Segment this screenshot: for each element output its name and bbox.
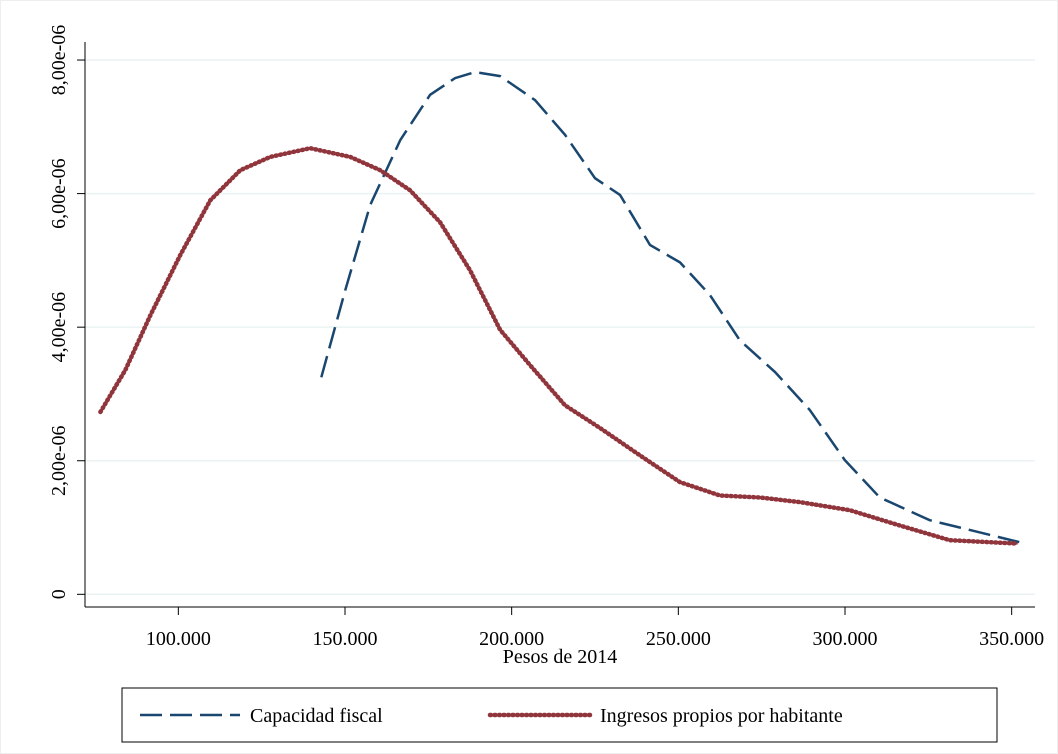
x-tick-label: 150.000 [313,628,378,650]
y-tick-label: 6,00e-06 [48,158,70,229]
y-tick-label: 8,00e-06 [48,25,70,96]
y-tick-label: 2,00e-06 [48,425,70,496]
series-line [98,145,1020,546]
series-line [320,70,1020,544]
x-tick-label: 350.000 [979,628,1044,650]
x-tick-label: 100.000 [146,628,211,650]
y-tick-label: 0 [48,589,70,599]
y-tick-label: 4,00e-06 [48,292,70,363]
x-axis-title: Pesos de 2014 [503,646,617,668]
x-tick-label: 250.000 [646,628,711,650]
x-tick-label: 200.000 [479,628,544,650]
legend-label: Ingresos propios por habitante [600,705,843,727]
legend-label: Capacidad fiscal [250,705,383,727]
x-tick-label: 300.000 [813,628,878,650]
